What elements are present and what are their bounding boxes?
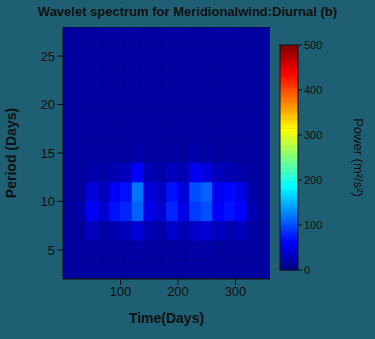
svg-text:200: 200 — [304, 174, 322, 186]
svg-text:100: 100 — [110, 284, 132, 299]
svg-text:300: 300 — [225, 284, 247, 299]
svg-text:300: 300 — [304, 129, 322, 141]
svg-text:20: 20 — [41, 97, 55, 112]
svg-text:Power (m²/s²): Power (m²/s²) — [351, 118, 366, 197]
svg-text:5: 5 — [48, 243, 55, 258]
svg-text:Period (Days): Period (Days) — [3, 108, 19, 198]
svg-text:10: 10 — [41, 194, 55, 209]
svg-text:15: 15 — [41, 146, 55, 161]
svg-text:200: 200 — [167, 284, 189, 299]
svg-text:500: 500 — [304, 39, 322, 51]
html-text:Wavelet spectrum for Meridiona: Wavelet spectrum for Meridionalwind:Diur… — [37, 4, 338, 19]
svg-text:100: 100 — [304, 219, 322, 231]
svg-text:25: 25 — [41, 49, 55, 64]
svg-text:Time(Days): Time(Days) — [129, 310, 204, 326]
svg-text:0: 0 — [304, 264, 310, 276]
svg-text:400: 400 — [304, 84, 322, 96]
